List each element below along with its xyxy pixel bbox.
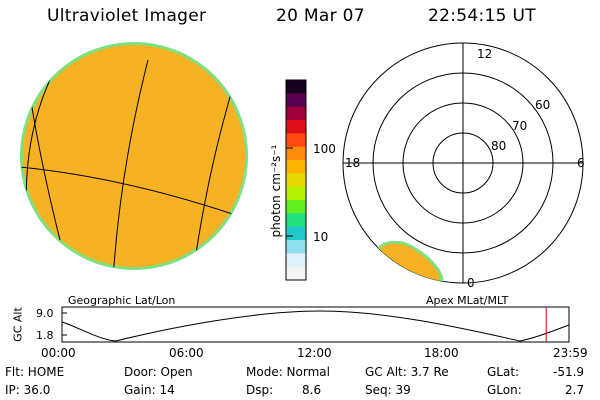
orbit-xtick-1200: 12:00 [297, 346, 332, 360]
mode-status: Mode: Normal [246, 365, 330, 379]
instrument-title: Ultraviolet Imager [47, 6, 207, 26]
dsp-value: 8.6 [302, 383, 322, 397]
colorbar-band [286, 226, 306, 241]
colorbar-band [286, 266, 306, 281]
orbit-xtick-1800: 18:00 [424, 346, 459, 360]
glon-label: GLon: [487, 383, 522, 397]
orbit-altitude-plot [61, 306, 570, 343]
mlt-label-0: 0 [467, 276, 475, 290]
ip-status: IP: 36.0 [5, 383, 51, 397]
colorbar-unit-label: photon cm⁻²s⁻¹ [269, 144, 283, 238]
gain-status: Gain: 14 [124, 383, 175, 397]
colorbar-frame [285, 79, 307, 281]
colorbar-band [286, 133, 306, 148]
dsp-label: Dsp: [246, 383, 274, 397]
mlat-label-60: 60 [535, 98, 551, 112]
glat-value: -51.9 [553, 365, 585, 379]
gcalt-status: GC Alt: 3.7 Re [365, 365, 449, 379]
colorbar-band [286, 173, 306, 188]
colorbar-band [286, 253, 306, 268]
flight-status: Flt: HOME [5, 365, 65, 379]
orbit-ytick-label-1.8: 1.8 [36, 329, 54, 342]
mlt-label-12: 12 [477, 47, 493, 61]
colorbar-band [286, 200, 306, 214]
door-status: Door: Open [124, 365, 193, 379]
colorbar-label-100: 100 [313, 142, 336, 156]
colorbar-band [286, 80, 306, 94]
seq-status: Seq: 39 [365, 383, 411, 397]
colorbar-band [286, 93, 306, 108]
orbit-ytick-label-9: 9.0 [36, 307, 54, 320]
geographic-caption: Geographic Lat/Lon [68, 294, 176, 307]
colorbar-band [286, 160, 306, 174]
time-label: 22:54:15 UT [428, 6, 536, 26]
colorbar-label-10: 10 [313, 230, 329, 244]
magnetic-polar-plot [342, 42, 584, 284]
mlt-label-6: 6 [577, 156, 585, 170]
orbit-altitude-curve [61, 310, 570, 342]
disk-texture [23, 45, 245, 267]
glat-label: GLat: [487, 365, 520, 379]
colorbar-band [286, 146, 306, 161]
colorbar-band [286, 240, 306, 254]
colorbar-band [286, 106, 306, 121]
colorbar [286, 80, 306, 281]
colorbar-band [286, 213, 306, 228]
orbit-ylabel: GC Alt [11, 307, 25, 342]
glon-value: 2.7 [565, 383, 585, 397]
date-label: 20 Mar 07 [276, 6, 365, 26]
mlat-label-80: 80 [491, 139, 507, 153]
mlat-label-70: 70 [512, 119, 528, 133]
colorbar-band [286, 186, 306, 201]
colorbar-band [286, 120, 306, 134]
apex-caption: Apex MLat/MLT [426, 294, 509, 307]
orbit-xtick-0600: 06:00 [169, 346, 204, 360]
orbit-plot-frame [61, 306, 570, 343]
geographic-image [20, 42, 248, 270]
orbit-xtick-2359: 23:59 [553, 346, 588, 360]
mlt-label-18: 18 [345, 156, 361, 170]
orbit-xtick-0000: 00:00 [41, 346, 76, 360]
